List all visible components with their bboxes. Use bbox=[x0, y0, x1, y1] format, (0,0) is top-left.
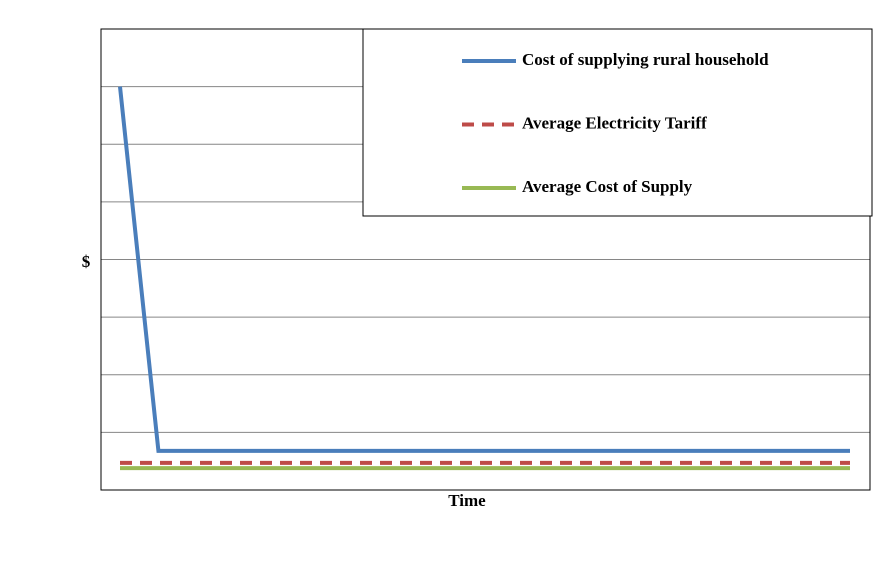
legend-label: Cost of supplying rural household bbox=[522, 50, 769, 69]
legend-label: Average Cost of Supply bbox=[522, 177, 693, 196]
x-axis-label: Time bbox=[448, 491, 486, 510]
series-line bbox=[118, 86, 850, 453]
legend-box bbox=[362, 28, 873, 217]
y-axis-label: $ bbox=[82, 252, 91, 271]
legend-label: Average Electricity Tariff bbox=[522, 113, 707, 132]
